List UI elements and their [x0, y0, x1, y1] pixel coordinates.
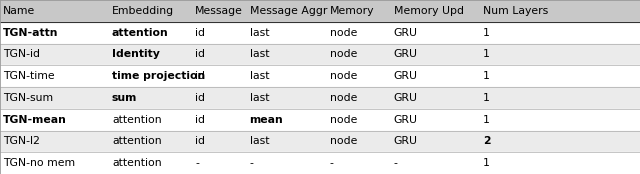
Bar: [0, 152, 640, 174]
Text: TGN-id: TGN-id: [3, 49, 40, 59]
Text: id: id: [195, 115, 205, 125]
Text: last: last: [250, 49, 269, 59]
Text: time projection: time projection: [112, 71, 205, 81]
Text: Name: Name: [3, 6, 35, 16]
Bar: [0, 130, 640, 152]
Bar: [0, 22, 640, 44]
Bar: [0, 109, 640, 130]
Text: Memory Upd: Memory Upd: [394, 6, 463, 16]
Text: TGN-no mem: TGN-no mem: [3, 158, 76, 168]
Text: id: id: [195, 71, 205, 81]
Text: GRU: GRU: [394, 28, 418, 38]
Text: TGN-l2: TGN-l2: [3, 136, 40, 146]
Text: Message Aggr: Message Aggr: [250, 6, 327, 16]
Text: TGN-time: TGN-time: [3, 71, 55, 81]
Text: -: -: [394, 158, 397, 168]
Text: sum: sum: [112, 93, 138, 103]
Text: mean: mean: [250, 115, 284, 125]
Text: GRU: GRU: [394, 49, 418, 59]
Text: Memory: Memory: [330, 6, 374, 16]
Text: -: -: [195, 158, 199, 168]
Text: TGN-mean: TGN-mean: [3, 115, 67, 125]
Text: node: node: [330, 93, 357, 103]
Text: TGN-attn: TGN-attn: [3, 28, 59, 38]
Text: node: node: [330, 28, 357, 38]
Bar: [0, 65, 640, 87]
Text: -: -: [330, 158, 333, 168]
Text: Identity: Identity: [112, 49, 160, 59]
Text: last: last: [250, 136, 269, 146]
Text: node: node: [330, 136, 357, 146]
Text: 2: 2: [483, 136, 491, 146]
Text: Embedding: Embedding: [112, 6, 174, 16]
Bar: [0, 87, 640, 109]
Text: id: id: [195, 49, 205, 59]
Text: id: id: [195, 136, 205, 146]
Text: attention: attention: [112, 28, 169, 38]
Text: TGN-sum: TGN-sum: [3, 93, 53, 103]
Bar: [0, 44, 640, 65]
Text: -: -: [250, 158, 253, 168]
Text: node: node: [330, 49, 357, 59]
Text: GRU: GRU: [394, 71, 418, 81]
Text: node: node: [330, 115, 357, 125]
Text: Message: Message: [195, 6, 243, 16]
Text: attention: attention: [112, 158, 162, 168]
Text: GRU: GRU: [394, 115, 418, 125]
Text: 1: 1: [483, 71, 490, 81]
Text: 1: 1: [483, 93, 490, 103]
Text: Num Layers: Num Layers: [483, 6, 548, 16]
Text: 1: 1: [483, 115, 490, 125]
Text: id: id: [195, 93, 205, 103]
Text: 1: 1: [483, 158, 490, 168]
Text: last: last: [250, 71, 269, 81]
Bar: [0, 0, 640, 22]
Text: GRU: GRU: [394, 136, 418, 146]
Text: last: last: [250, 93, 269, 103]
Text: node: node: [330, 71, 357, 81]
Text: id: id: [195, 28, 205, 38]
Text: GRU: GRU: [394, 93, 418, 103]
Text: attention: attention: [112, 115, 162, 125]
Text: 1: 1: [483, 28, 490, 38]
Text: 1: 1: [483, 49, 490, 59]
Text: attention: attention: [112, 136, 162, 146]
Text: last: last: [250, 28, 269, 38]
